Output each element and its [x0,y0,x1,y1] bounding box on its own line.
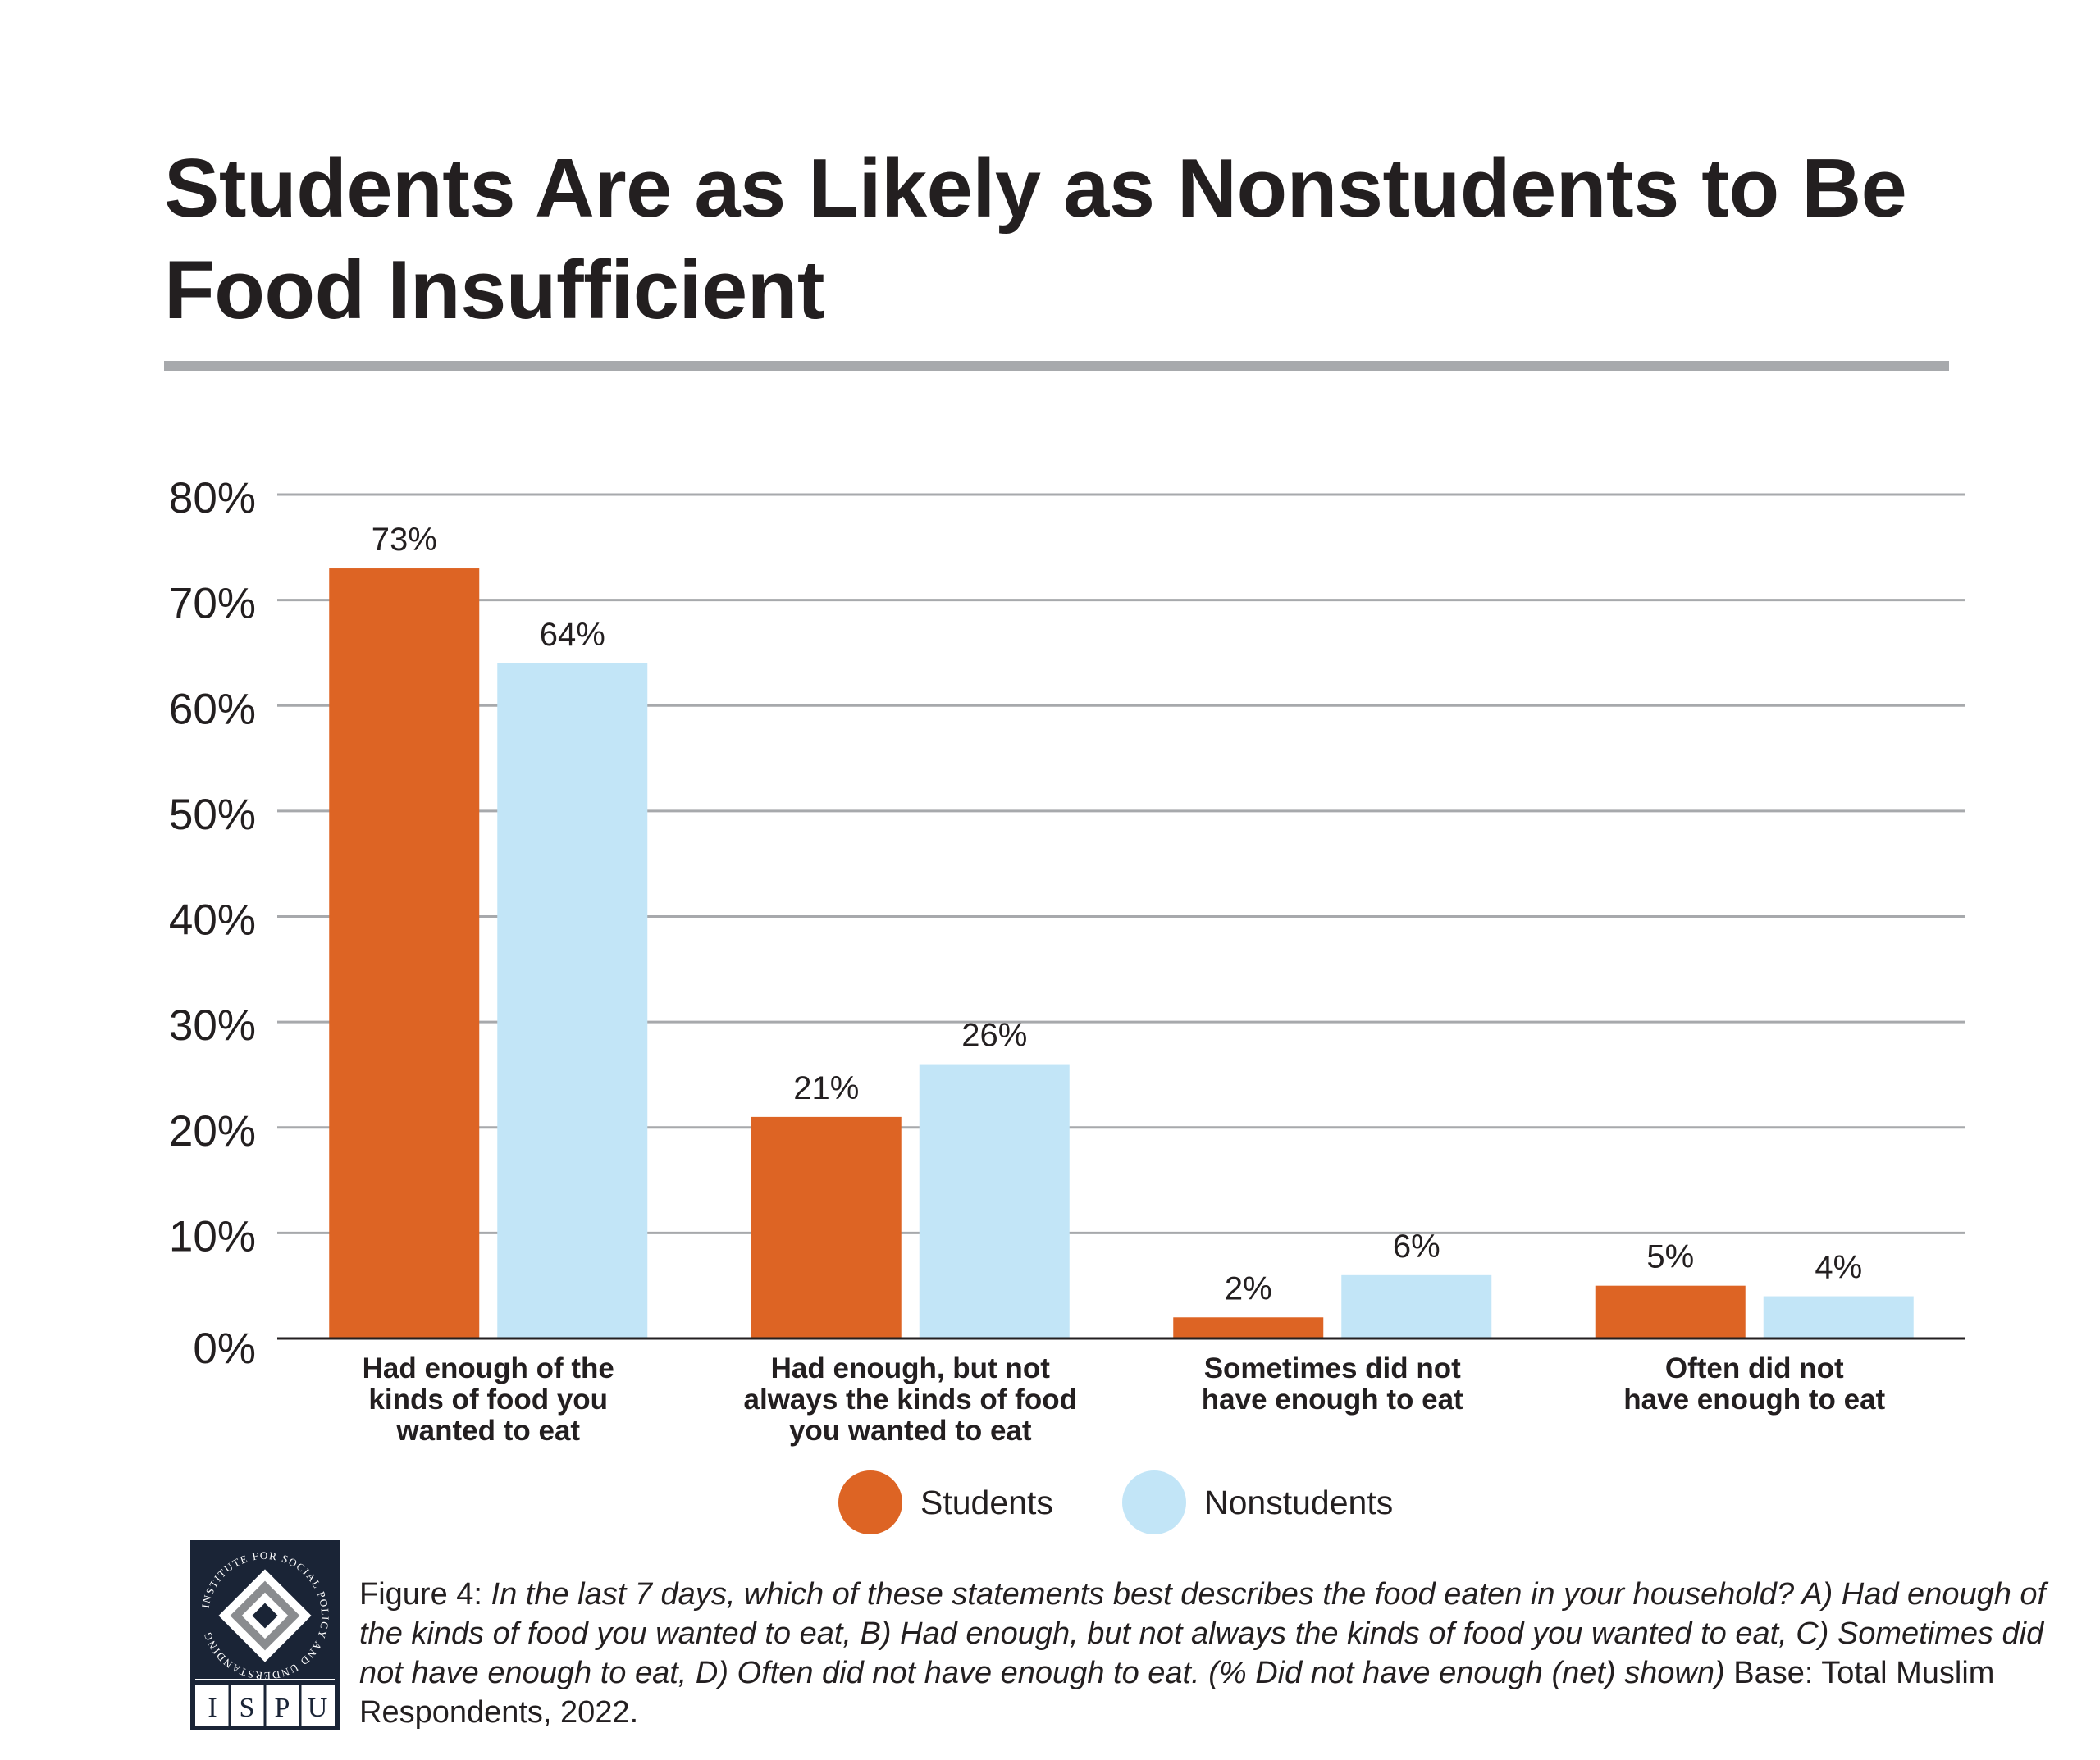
x-category-label: Had enough of the [363,1352,614,1384]
bars [329,568,1914,1338]
data-label-students: 5% [1646,1239,1694,1275]
data-label-nonstudents: 6% [1393,1229,1440,1265]
bar-nonstudents [1341,1274,1492,1338]
y-tick-label: 40% [169,896,256,945]
bar-nonstudents [1763,1296,1914,1338]
data-labels: 73% 64% 21% 26% 2% 6% 5% 4% [372,522,1862,1306]
legend-nonstudents-swatch [1122,1470,1186,1534]
caption-base: Base: Total Muslim Respondents, 2022. [359,1656,1995,1730]
chart-title: Students Are as Likely as Nonstudents to… [164,143,1907,336]
logo-letter-p: P [275,1693,290,1723]
x-category-label: kinds of food you [368,1384,608,1416]
figure-caption: Figure 4: In the last 7 days, which of t… [359,1575,2066,1732]
x-category-label: you wanted to eat [789,1415,1032,1447]
legend-students-swatch [838,1470,902,1534]
caption-figure-label: Figure 4: [359,1577,482,1612]
legend-nonstudents: Nonstudents [1122,1470,1393,1535]
y-tick-label: 30% [169,1001,256,1050]
data-label-nonstudents: 26% [961,1018,1027,1054]
ispu-logo: INSTITUTE FOR SOCIAL POLICY AND UNDERSTA… [190,1540,340,1730]
data-label-students: 21% [793,1070,859,1106]
bar-chart: 0% 10% 20% 30% 40% 50% 60% 70% 80% 73% 64% 21% 26% 2… [169,474,1965,1447]
title-divider [164,361,1949,371]
logo-letter-u: U [308,1693,328,1723]
x-category-label: Sometimes did not [1204,1352,1461,1384]
data-label-nonstudents: 64% [540,617,605,653]
x-category-label: have enough to eat [1202,1384,1463,1416]
legend-students: Students [838,1470,1053,1535]
y-axis-ticks: 0% 10% 20% 30% 40% 50% 60% 70% 80% [169,474,256,1373]
x-category-label: have enough to eat [1623,1384,1885,1416]
bar-students [1173,1317,1324,1338]
bar-students [1595,1285,1746,1338]
legend-students-label: Students [920,1483,1053,1521]
x-category-label: Had enough, but not [771,1352,1051,1384]
logo-letter-i: I [208,1693,217,1723]
y-tick-label: 50% [169,791,256,839]
legend-nonstudents-label: Nonstudents [1204,1483,1394,1521]
y-tick-label: 70% [169,580,256,628]
y-tick-label: 10% [169,1212,256,1261]
x-category-label: Often did not [1665,1352,1844,1384]
caption-question: In the last 7 days, which of these state… [359,1577,2047,1690]
bar-nonstudents [919,1064,1070,1338]
data-label-students: 2% [1225,1270,1272,1306]
bar-students [751,1116,902,1338]
data-label-nonstudents: 4% [1815,1250,1862,1286]
x-category-label: always the kinds of food [744,1384,1077,1416]
x-category-label: wanted to eat [395,1415,580,1447]
data-label-students: 73% [372,522,437,558]
y-tick-label: 20% [169,1107,256,1156]
y-tick-label: 80% [169,474,256,522]
y-tick-label: 60% [169,685,256,733]
bar-nonstudents [497,663,648,1338]
logo-letter-s: S [240,1693,255,1723]
y-tick-label: 0% [193,1325,256,1373]
bar-students [329,568,480,1338]
